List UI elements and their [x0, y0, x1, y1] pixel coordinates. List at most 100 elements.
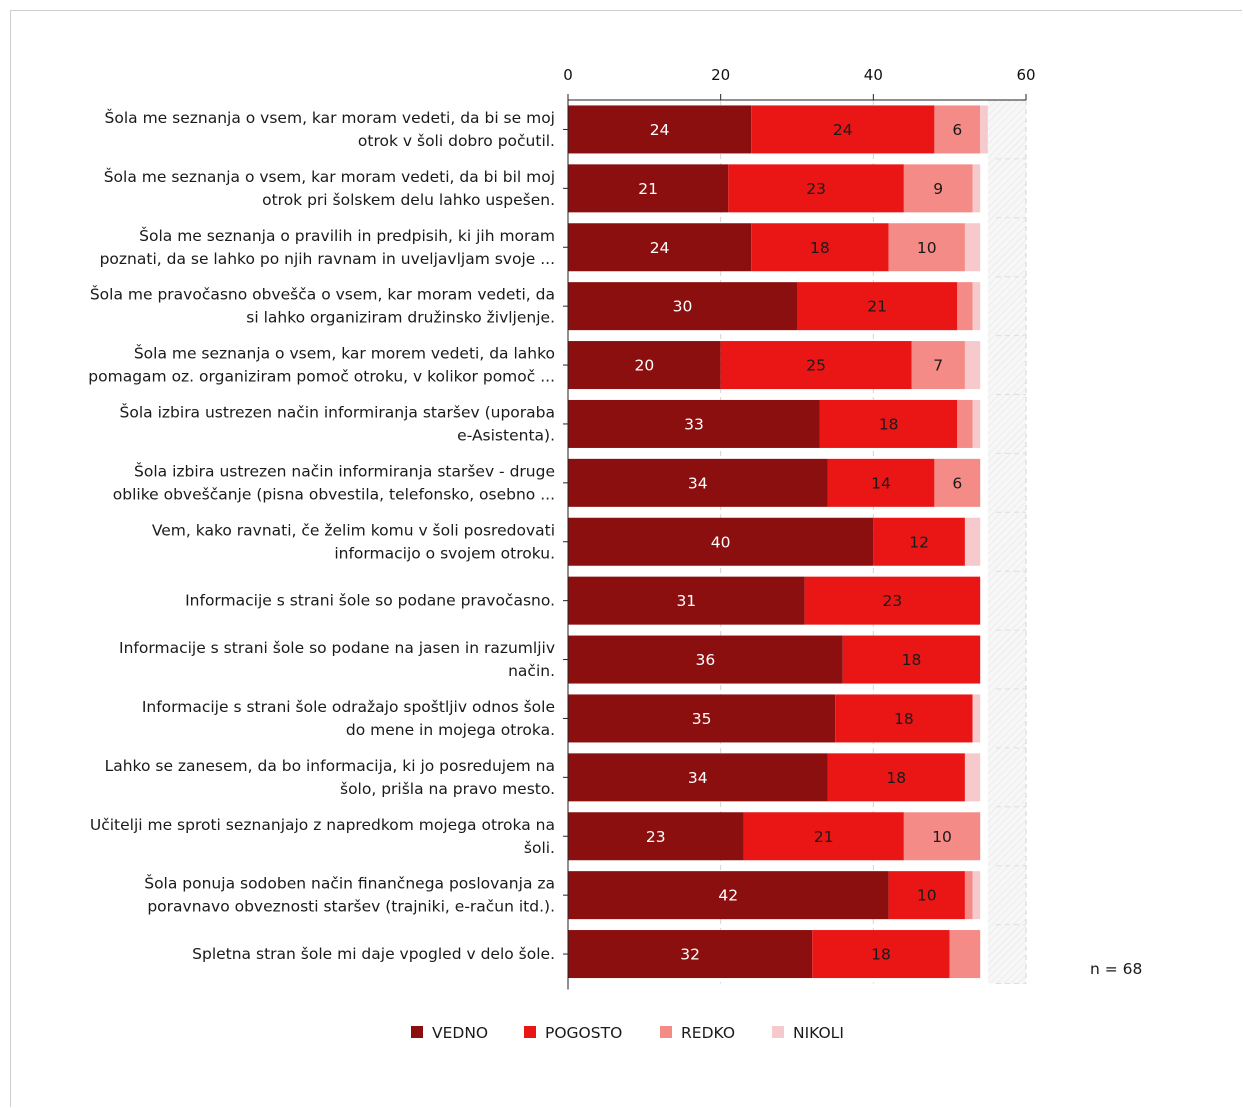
bar-nikoli: [972, 399, 981, 448]
bar-redko: [903, 812, 981, 861]
category-label-line: Šola me seznanja o vsem, kar moram vedet…: [104, 167, 555, 186]
bar-redko: [964, 871, 973, 920]
bar-value-label: 12: [909, 533, 929, 551]
category-label-line: Šola me pravočasno obvešča o vsem, kar m…: [90, 285, 555, 304]
category-label-line: poznati, da se lahko po njih ravnam in u…: [100, 250, 555, 268]
bar-vedno: [568, 399, 820, 448]
bar-vedno: [568, 341, 721, 390]
bar-redko: [888, 223, 965, 272]
category-label: Šola ponuja sodoben način finančnega pos…: [144, 874, 555, 916]
bar-vedno: [568, 164, 729, 213]
bar-pogosto: [835, 694, 973, 743]
chart-frame: [10, 10, 1242, 1107]
bar-value-label: 40: [711, 533, 731, 551]
bar-value-label: 31: [676, 592, 696, 610]
bar-value-label: 24: [650, 121, 670, 139]
category-label-line: pomagam oz. organiziram pomoč otroku, v …: [88, 368, 555, 386]
bar-value-label: 7: [933, 357, 943, 375]
bar-redko: [949, 930, 981, 979]
bar-value-label: 14: [871, 474, 891, 492]
category-label-line: poravnavo obveznosti staršev (trajniki, …: [147, 898, 555, 916]
bar-value-label: 25: [806, 357, 826, 375]
bar-value-label: 35: [692, 710, 712, 728]
bar-value-label: 34: [688, 474, 708, 492]
bar-nikoli: [972, 871, 981, 920]
bar-value-label: 34: [688, 769, 708, 787]
category-label: Šola me seznanja o pravilih in predpisih…: [100, 226, 555, 268]
bar-pogosto: [888, 871, 965, 920]
category-label: Vem, kako ravnati, če želim komu v šoli …: [152, 521, 555, 562]
bar-value-label: 24: [833, 121, 853, 139]
bar-value-label: 23: [806, 180, 826, 198]
bar-value-label: 18: [894, 710, 914, 728]
bar-value-label: 18: [879, 415, 899, 433]
bar-value-label: 21: [638, 180, 658, 198]
bar-pogosto: [728, 164, 904, 213]
bar-vedno: [568, 694, 836, 743]
bar-value-label: 42: [718, 887, 738, 905]
bar-value-label: 18: [902, 651, 922, 669]
legend-label: NIKOLI: [793, 1024, 844, 1042]
bar-pogosto: [797, 282, 958, 331]
bar-value-label: 10: [932, 828, 952, 846]
category-label: Šola me seznanja o vsem, kar moram vedet…: [104, 167, 555, 209]
bar-vedno: [568, 223, 752, 272]
x-tick-label: 40: [864, 66, 883, 84]
category-label-line: Lahko se zanesem, da bo informacija, ki …: [105, 757, 555, 775]
bar-nikoli: [980, 105, 988, 154]
bar-pogosto: [827, 753, 965, 802]
bar-pogosto: [751, 223, 889, 272]
bar-vedno: [568, 812, 744, 861]
bar-pogosto: [812, 930, 950, 979]
bar-value-label: 9: [933, 180, 943, 198]
bar-nikoli: [964, 517, 981, 566]
bar-redko: [957, 399, 973, 448]
bar-value-label: 6: [952, 474, 962, 492]
category-label: Informacije s strani šole so podane prav…: [185, 592, 555, 610]
bar-vedno: [568, 458, 828, 507]
category-label: Šola me pravočasno obvešča o vsem, kar m…: [90, 285, 555, 327]
category-label: Šola izbira ustrezen način informiranja …: [120, 402, 555, 444]
bar-pogosto: [743, 812, 904, 861]
bar-vedno: [568, 576, 805, 625]
category-label-line: Vem, kako ravnati, če želim komu v šoli …: [152, 521, 555, 539]
bar-vedno: [568, 282, 797, 331]
bar-vedno: [568, 871, 889, 920]
category-label-line: Šola me seznanja o vsem, kar morem vedet…: [134, 344, 555, 363]
x-tick-label: 60: [1016, 66, 1035, 84]
category-label: Spletna stran šole mi daje vpogled v del…: [192, 945, 555, 963]
bar-nikoli: [972, 164, 981, 213]
bar-redko: [911, 341, 965, 390]
bar-value-label: 32: [680, 946, 700, 964]
legend-swatch: [660, 1026, 672, 1038]
bar-value-label: 24: [650, 239, 670, 257]
bar-vedno: [568, 753, 828, 802]
legend-label: VEDNO: [432, 1024, 488, 1042]
legend-label: POGOSTO: [545, 1024, 622, 1042]
bar-redko: [957, 282, 973, 331]
category-label-line: Šola ponuja sodoben način finančnega pos…: [144, 874, 555, 893]
category-label: Informacije s strani šole odražajo spošt…: [142, 698, 555, 739]
category-label-line: oblike obveščanje (pisna obvestila, tele…: [113, 485, 555, 503]
legend-swatch: [772, 1026, 784, 1038]
bar-value-label: 21: [814, 828, 834, 846]
category-label-line: Šola me seznanja o pravilih in predpisih…: [139, 226, 555, 245]
category-label-line: e-Asistenta).: [457, 426, 555, 444]
bar-nikoli: [972, 282, 981, 331]
x-tick-label: 20: [711, 66, 730, 84]
category-label-line: Informacije s strani šole so podane na j…: [119, 639, 555, 657]
bar-pogosto: [751, 105, 935, 154]
category-label-line: Šola izbira ustrezen način informiranja …: [134, 461, 555, 480]
category-label-line: si lahko organiziram družinsko življenje…: [246, 309, 555, 327]
bar-redko: [934, 105, 981, 154]
bar-vedno: [568, 105, 752, 154]
category-label-line: Šola izbira ustrezen način informiranja …: [120, 402, 555, 421]
legend-label: REDKO: [681, 1024, 735, 1042]
category-label-line: Učitelji me sproti seznanjajo z napredko…: [90, 816, 555, 834]
bar-vedno: [568, 930, 813, 979]
bar-pogosto: [842, 635, 981, 684]
bar-value-label: 18: [871, 946, 891, 964]
category-label: Lahko se zanesem, da bo informacija, ki …: [105, 757, 555, 798]
bar-value-label: 18: [810, 239, 830, 257]
